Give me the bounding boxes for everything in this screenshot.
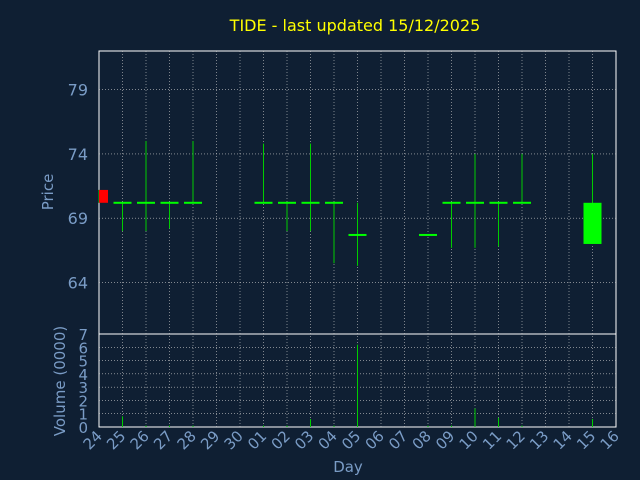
candle-11 xyxy=(489,201,508,247)
volume-tick-label: 6 xyxy=(78,339,88,357)
candle-body xyxy=(348,233,367,236)
x-tick-label: 15 xyxy=(573,427,599,453)
candle-body xyxy=(160,201,179,204)
volume-tick-label: 1 xyxy=(78,406,88,424)
x-tick-label: 28 xyxy=(174,427,200,453)
x-tick-label: 09 xyxy=(432,427,458,453)
x-axis-label: Day xyxy=(333,458,363,476)
price-tick-label: 64 xyxy=(68,274,88,293)
volume-tick-label: 4 xyxy=(78,366,88,384)
chart-title: TIDE - last updated 15/12/2025 xyxy=(229,16,481,35)
x-tick-label: 02 xyxy=(268,427,294,453)
x-tick-label: 30 xyxy=(221,427,247,453)
x-tick-label: 14 xyxy=(550,427,576,453)
axes: 2425262728293001020304050607080910111213… xyxy=(68,81,623,454)
x-tick-label: 16 xyxy=(597,427,623,453)
candle-10 xyxy=(466,153,484,248)
x-tick-label: 11 xyxy=(479,427,505,453)
volume-tick-label: 7 xyxy=(78,326,88,344)
x-tick-label: 26 xyxy=(127,427,153,453)
volume-bars xyxy=(122,344,593,427)
candle-body xyxy=(489,201,508,204)
candle-01 xyxy=(254,143,273,204)
candle-body xyxy=(254,201,273,204)
price-tick-label: 74 xyxy=(68,145,88,164)
candle-body xyxy=(278,201,296,204)
candle-body xyxy=(325,201,343,204)
candle-body xyxy=(513,201,531,204)
x-tick-label: 07 xyxy=(385,427,411,453)
x-tick-label: 29 xyxy=(197,427,223,453)
x-tick-label: 08 xyxy=(409,427,435,453)
x-tick-label: 06 xyxy=(362,427,388,453)
candle-12 xyxy=(513,153,531,204)
candle-05 xyxy=(348,202,367,266)
candlesticks xyxy=(98,141,602,266)
candle-body xyxy=(99,189,108,203)
candle-body xyxy=(442,201,461,204)
candle-04 xyxy=(325,201,343,264)
candle-body xyxy=(466,201,484,204)
x-tick-label: 01 xyxy=(244,427,270,453)
x-tick-label: 27 xyxy=(150,427,176,453)
volume-tick-label: 2 xyxy=(78,392,88,410)
candle-body xyxy=(113,201,132,204)
candle-25 xyxy=(113,201,132,232)
price-tick-label: 69 xyxy=(68,209,88,228)
candle-27 xyxy=(160,201,179,229)
price-tick-label: 79 xyxy=(68,81,88,100)
candle-body xyxy=(301,201,320,204)
x-tick-label: 05 xyxy=(338,427,364,453)
candle-09 xyxy=(442,201,461,248)
volume-tick-label: 5 xyxy=(78,353,88,371)
candle-body xyxy=(419,233,437,236)
x-tick-label: 12 xyxy=(503,427,529,453)
x-tick-label: 10 xyxy=(456,427,482,453)
candle-26 xyxy=(137,141,155,232)
candle-15 xyxy=(583,153,602,244)
volume-tick-label: 0 xyxy=(78,419,88,437)
volume-tick-label: 3 xyxy=(78,379,88,397)
candle-08 xyxy=(419,233,437,236)
candle-body xyxy=(184,201,202,204)
x-tick-label: 04 xyxy=(315,427,341,453)
candle-body xyxy=(583,202,602,244)
candle-body xyxy=(137,201,155,204)
candle-24 xyxy=(98,189,108,203)
candle-28 xyxy=(184,141,202,204)
price-axis-label: Price xyxy=(39,174,57,211)
x-tick-label: 03 xyxy=(291,427,317,453)
x-tick-label: 13 xyxy=(526,427,552,453)
candle-03 xyxy=(301,143,320,232)
x-tick-label: 25 xyxy=(103,427,129,453)
volume-axis-label: Volume (0000) xyxy=(51,326,69,436)
candle-02 xyxy=(278,201,296,232)
